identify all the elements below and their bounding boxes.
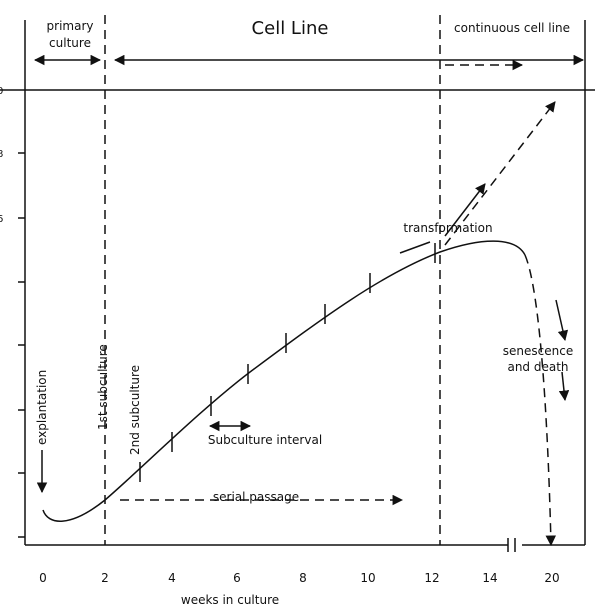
label: Subculture interval — [208, 433, 322, 447]
x-ticks: 0 2 4 6 8 10 12 14 20 — [39, 571, 559, 585]
growth-curve — [42, 240, 557, 547]
title: Cell Line — [252, 18, 329, 39]
label: 2nd subculture — [128, 365, 142, 455]
label: continuous cell line — [454, 21, 570, 35]
label: serial passage — [213, 490, 299, 504]
label: culture — [49, 36, 91, 50]
label: transformation — [403, 221, 492, 235]
label: senescence — [503, 344, 573, 358]
y-tick-label: 6 — [0, 214, 3, 225]
x-tick-label: 0 — [39, 571, 47, 585]
label: primary — [47, 19, 94, 33]
phase-lines — [104, 15, 441, 545]
x-tick-label: 6 — [233, 571, 241, 585]
label: explantation — [35, 370, 49, 445]
x-tick-label: 2 — [101, 571, 109, 585]
y-tick-label: 0 — [0, 86, 3, 97]
x-tick-label: 10 — [360, 571, 375, 585]
x-tick-label: 4 — [168, 571, 176, 585]
arrows — [33, 54, 585, 506]
y-ticks: 0 8 6 — [0, 86, 3, 225]
label: 1st subculture — [96, 344, 110, 430]
x-tick-label: 14 — [482, 571, 497, 585]
frame — [0, 20, 595, 552]
x-axis-label: weeks in culture — [181, 593, 279, 607]
x-tick-label: 20 — [544, 571, 559, 585]
x-tick-label: 12 — [424, 571, 439, 585]
x-tick-label: 8 — [299, 571, 307, 585]
y-tick-label: 8 — [0, 149, 3, 160]
label: and death — [507, 360, 568, 374]
